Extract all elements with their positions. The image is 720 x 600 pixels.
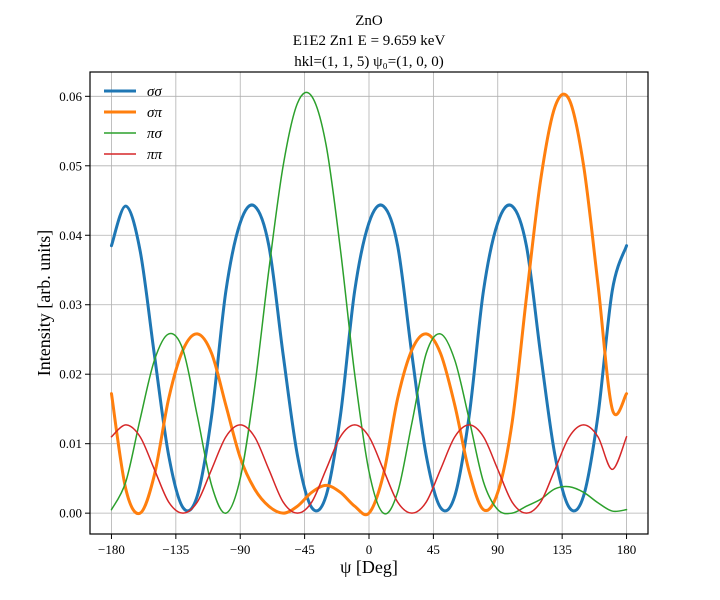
- y-axis-label: Intensity [arb. units]: [34, 230, 54, 376]
- legend: σσ σπ πσ ππ: [104, 84, 163, 163]
- y-tick-label: 0.00: [59, 506, 82, 521]
- y-tick-label: 0.04: [59, 228, 82, 243]
- y-tick-label: 0.01: [59, 436, 82, 451]
- x-tick-label: −180: [98, 542, 125, 557]
- plot-area: [109, 91, 629, 517]
- series-line-3: [110, 424, 628, 514]
- x-tick-label: 45: [427, 542, 440, 557]
- legend-label: πσ: [147, 126, 163, 142]
- title-line: ZnO: [355, 13, 383, 29]
- series-line-1: [109, 92, 629, 517]
- series-line-0: [109, 203, 629, 513]
- x-axis-label: ψ [Deg]: [340, 557, 398, 577]
- x-tick-label: −45: [294, 542, 314, 557]
- chart-title: ZnO E1E2 Zn1 E = 9.659 keV hkl=(1, 1, 5)…: [293, 13, 446, 70]
- legend-label: ππ: [147, 147, 163, 163]
- x-tick-label: −135: [162, 542, 189, 557]
- x-tick-label: −90: [230, 542, 250, 557]
- y-axis: 0.00 0.01 0.02 0.03 0.04 0.05 0.06: [59, 89, 90, 521]
- y-tick-label: 0.06: [59, 89, 82, 104]
- x-tick-label: 0: [366, 542, 373, 557]
- y-tick-label: 0.05: [59, 158, 82, 173]
- subtitle-line: E1E2 Zn1 E = 9.659 keV: [293, 33, 446, 49]
- y-tick-label: 0.02: [59, 367, 82, 382]
- x-axis: −180 −135 −90 −45 0 45 90 135 180: [98, 534, 636, 557]
- legend-label: σπ: [147, 105, 162, 121]
- x-tick-label: 90: [491, 542, 504, 557]
- y-tick-label: 0.03: [59, 297, 82, 312]
- grid: [90, 72, 648, 534]
- x-tick-label: 180: [617, 542, 637, 557]
- subtitle-line: hkl=(1, 1, 5) ψ₀=(1, 0, 0): [294, 54, 443, 70]
- x-tick-label: 135: [552, 542, 572, 557]
- legend-label: σσ: [147, 84, 162, 100]
- series-line-2: [110, 91, 628, 515]
